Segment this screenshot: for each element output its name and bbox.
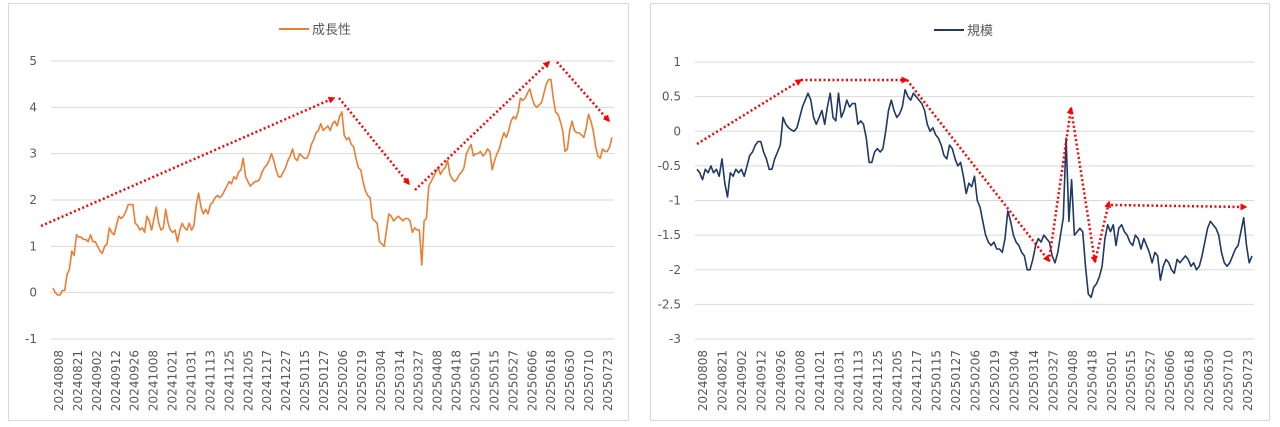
- trend-arrow: [1093, 200, 1112, 263]
- x-tick-label: 20250527: [1144, 350, 1158, 411]
- x-tick-label: 20250418: [450, 350, 464, 411]
- x-tick-label: 20250618: [1183, 350, 1197, 411]
- x-tick-label: 20250618: [544, 350, 558, 411]
- x-tick-label: 20250115: [298, 350, 312, 411]
- x-tick-label: 20250327: [1046, 350, 1060, 411]
- legend-label: 成長性: [312, 23, 351, 38]
- scale-chart-panel: 1 0.5 0 -0.5 -1 -1.5 -2 -2.5 -3 20240808 20240821 2…: [650, 3, 1270, 421]
- y-tick-label: 0.5: [662, 90, 681, 104]
- x-tick-label: 20250527: [506, 350, 520, 411]
- x-tick-label: 20250606: [525, 350, 539, 411]
- x-tick-label: 20250127: [317, 350, 331, 411]
- trend-arrow: [40, 96, 336, 228]
- trend-arrow: [906, 79, 1050, 263]
- x-tick-label: 20241217: [910, 350, 924, 411]
- x-tick-label: 20241125: [222, 350, 236, 411]
- x-tick-label: 20240902: [90, 350, 104, 411]
- x-tick-label: 20241217: [260, 350, 274, 411]
- legend-label: 規模: [967, 24, 993, 39]
- x-tick-label: 20241008: [147, 350, 161, 411]
- x-tick-label: 20250606: [1163, 350, 1177, 411]
- x-tick-label: 20241031: [185, 350, 199, 411]
- x-tick-label: 20250115: [930, 350, 944, 411]
- x-tick-label: 20250127: [949, 350, 963, 411]
- x-tick-label: 20250408: [431, 350, 445, 411]
- x-tick-label: 20250304: [374, 350, 388, 411]
- y-tick-label: 4: [29, 100, 37, 114]
- x-tick-label: 20250501: [1105, 350, 1119, 411]
- x-tick-label: 20241021: [813, 350, 827, 411]
- x-tick-label: 20240902: [735, 350, 749, 411]
- y-tick-label: 3: [29, 147, 37, 161]
- y-tick-label: 5: [29, 54, 37, 68]
- x-tick-label: 20250418: [1085, 350, 1099, 411]
- x-tick-label: 20250515: [487, 350, 501, 411]
- x-tick-label: 20241125: [871, 350, 885, 411]
- x-tick-label: 20250710: [1222, 350, 1236, 411]
- x-tick-label: 20250501: [468, 350, 482, 411]
- growth-chart: 5 4 3 2 1 0 -1 20240808 20240821 20240902 20240912…: [25, 23, 615, 411]
- x-tick-label: 20240821: [715, 350, 729, 411]
- x-tick-label: 20250327: [412, 350, 426, 411]
- y-tick-label: 2: [29, 193, 37, 207]
- y-tick-label: -2.5: [658, 297, 681, 311]
- trend-arrow: [556, 61, 610, 123]
- trend-arrow: [414, 60, 551, 191]
- series-line: [52, 78, 613, 296]
- x-tick-label: 20240926: [774, 350, 788, 411]
- x-tick-label: 20240912: [109, 350, 123, 411]
- x-tick-label: 20240926: [128, 350, 142, 411]
- x-tick-label: 20250206: [969, 350, 983, 411]
- y-tick-label: 0: [673, 124, 681, 138]
- y-tick-label: -1.5: [658, 228, 681, 242]
- x-tick-label: 20241205: [241, 350, 255, 411]
- x-tick-label: 20241113: [852, 350, 866, 411]
- y-tick-label: -1: [669, 194, 681, 208]
- x-tick-label: 20240912: [754, 350, 768, 411]
- x-tick-label: 20250408: [1066, 350, 1080, 411]
- x-tick-label: 20250710: [582, 350, 596, 411]
- x-tick-label: 20250219: [988, 350, 1002, 411]
- y-tick-label: -1: [25, 332, 37, 346]
- y-tick-label: 0: [29, 286, 37, 300]
- x-tick-label: 20250723: [601, 350, 615, 411]
- scale-chart: 1 0.5 0 -0.5 -1 -1.5 -2 -2.5 -3 20240808 20240821 2…: [658, 24, 1255, 411]
- series-line: [696, 88, 1253, 299]
- x-tick-label: 20240821: [71, 350, 85, 411]
- y-tick-label: -2: [669, 263, 681, 277]
- x-tick-label: 20250314: [1027, 350, 1041, 411]
- trend-arrow: [696, 78, 803, 146]
- y-tick-label: 1: [29, 239, 37, 253]
- x-tick-label: 20240808: [52, 350, 66, 411]
- x-tick-label: 20250219: [355, 350, 369, 411]
- trend-arrow: [1047, 106, 1074, 262]
- trend-arrow: [1110, 203, 1248, 211]
- x-tick-label: 20241008: [793, 350, 807, 411]
- y-tick-label: 1: [673, 55, 681, 69]
- x-tick-label: 20241205: [891, 350, 905, 411]
- x-tick-label: 20250630: [563, 350, 577, 411]
- y-tick-label: -0.5: [658, 159, 681, 173]
- x-tick-label: 20241227: [279, 350, 293, 411]
- x-tick-label: 20250314: [393, 350, 407, 411]
- x-tick-label: 20250206: [336, 350, 350, 411]
- x-tick-label: 20250304: [1007, 350, 1021, 411]
- y-tick-label: -3: [669, 332, 681, 346]
- trend-arrow: [338, 97, 410, 186]
- x-tick-label: 20250723: [1241, 350, 1255, 411]
- trend-arrow: [1069, 107, 1098, 264]
- x-tick-label: 20241021: [166, 350, 180, 411]
- x-tick-label: 20250515: [1124, 350, 1138, 411]
- growth-chart-panel: 5 4 3 2 1 0 -1 20240808 20240821 20240902 20240912…: [8, 3, 629, 421]
- x-tick-label: 20241113: [203, 350, 217, 411]
- x-tick-label: 20240808: [696, 350, 710, 411]
- x-tick-label: 20250630: [1202, 350, 1216, 411]
- x-tick-label: 20241031: [832, 350, 846, 411]
